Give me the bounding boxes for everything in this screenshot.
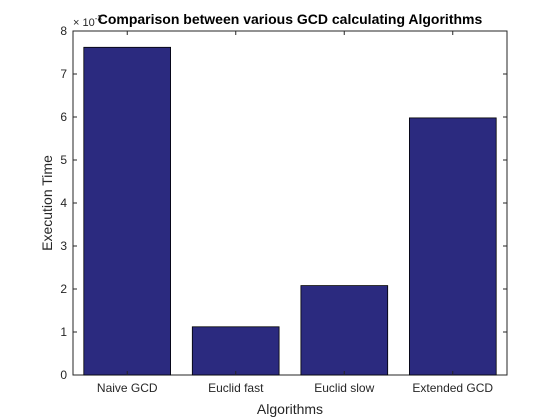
y-tick-label: 3 <box>60 239 67 253</box>
x-tick-label: Naive GCD <box>97 381 158 395</box>
y-tick-label: 4 <box>60 196 67 210</box>
y-tick-label: 0 <box>60 368 67 382</box>
y-exponent-label: × 10-3 <box>73 14 102 29</box>
bar-naive-gcd <box>83 46 172 376</box>
bar-euclid-slow <box>300 285 389 376</box>
bar-extended-gcd <box>408 117 497 376</box>
y-tick-label: 6 <box>60 110 67 124</box>
y-exponent-base: × 10 <box>73 17 95 29</box>
x-tick-label: Euclid fast <box>208 381 264 395</box>
y-tick-label: 1 <box>60 325 67 339</box>
x-tick-label: Extended GCD <box>412 381 493 395</box>
bar-euclid-fast <box>191 326 280 376</box>
x-tick-label: Euclid slow <box>314 381 374 395</box>
y-tick-label: 7 <box>60 67 67 81</box>
y-tick-label: 8 <box>60 24 67 38</box>
y-tick-label: 2 <box>60 282 67 296</box>
x-axis-label: Algorithms <box>257 401 323 417</box>
y-axis-label: Execution Time <box>39 155 55 251</box>
y-exponent-power: -3 <box>95 14 103 23</box>
y-tick-label: 5 <box>60 153 67 167</box>
chart-title: Comparison between various GCD calculati… <box>98 11 483 27</box>
